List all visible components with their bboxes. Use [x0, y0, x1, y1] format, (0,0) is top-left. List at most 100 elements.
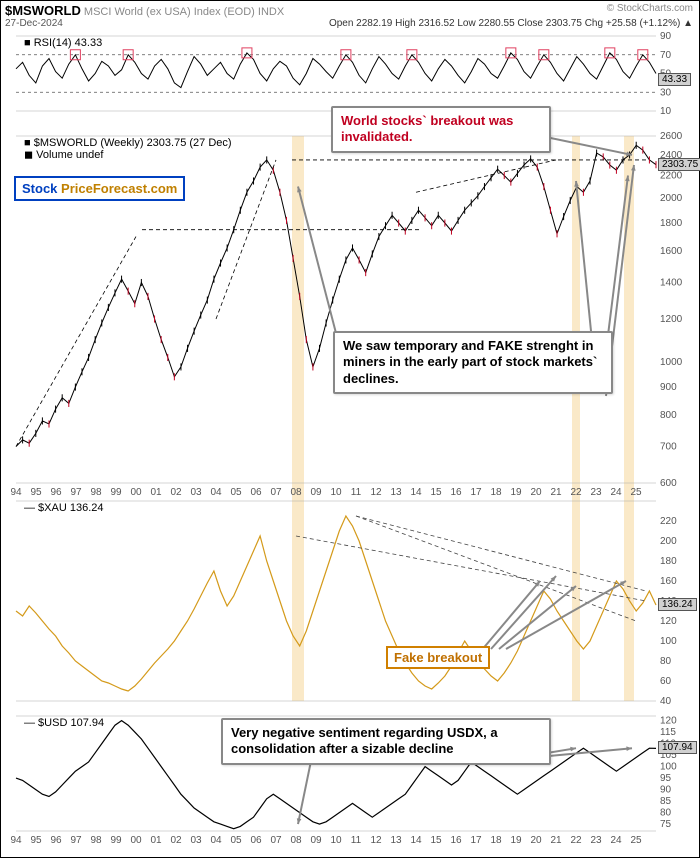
svg-text:07: 07 [270, 487, 282, 498]
svg-text:■ $MSWORLD (Weekly) 2303.75 (2: ■ $MSWORLD (Weekly) 2303.75 (27 Dec) [24, 137, 232, 149]
svg-text:2200: 2200 [660, 171, 683, 182]
svg-text:96: 96 [50, 487, 62, 498]
svg-text:■ RSI(14) 43.33: ■ RSI(14) 43.33 [24, 37, 102, 49]
svg-text:95: 95 [30, 835, 42, 846]
svg-text:96: 96 [50, 835, 62, 846]
svg-text:24: 24 [610, 835, 622, 846]
svg-text:11: 11 [351, 487, 362, 498]
svg-text:09: 09 [310, 835, 322, 846]
brand-part-2: PriceForecast.com [61, 181, 177, 196]
svg-text:15: 15 [430, 835, 442, 846]
svg-text:13: 13 [390, 835, 402, 846]
svg-text:01: 01 [150, 835, 162, 846]
svg-text:94: 94 [10, 835, 22, 846]
svg-text:21: 21 [550, 487, 562, 498]
callout-breakout: World stocks` breakout was invalidated. [331, 106, 551, 153]
svg-text:— $USD 107.94: — $USD 107.94 [24, 717, 104, 729]
svg-text:16: 16 [450, 487, 462, 498]
svg-text:98: 98 [90, 487, 102, 498]
value-flag-rsi: 43.33 [658, 73, 691, 86]
svg-text:1400: 1400 [660, 277, 683, 288]
svg-text:220: 220 [660, 516, 677, 527]
svg-text:95: 95 [30, 487, 42, 498]
svg-text:03: 03 [190, 487, 202, 498]
svg-text:100: 100 [660, 636, 677, 647]
svg-text:2000: 2000 [660, 193, 683, 204]
svg-text:09: 09 [310, 487, 322, 498]
branding-badge: Stock PriceForecast.com [14, 176, 185, 201]
svg-text:180: 180 [660, 556, 677, 567]
svg-text:10: 10 [660, 106, 672, 117]
svg-text:12: 12 [370, 835, 382, 846]
svg-text:20: 20 [530, 835, 542, 846]
svg-text:22: 22 [570, 835, 582, 846]
svg-text:01: 01 [150, 487, 162, 498]
svg-text:18: 18 [490, 487, 502, 498]
svg-text:99: 99 [110, 487, 122, 498]
svg-text:90: 90 [660, 785, 672, 796]
svg-text:04: 04 [210, 835, 222, 846]
svg-text:80: 80 [660, 656, 672, 667]
callout-fake-breakout: Fake breakout [386, 646, 490, 669]
svg-text:15: 15 [430, 487, 442, 498]
svg-text:80: 80 [660, 808, 672, 819]
svg-text:600: 600 [660, 478, 677, 489]
svg-text:17: 17 [470, 835, 482, 846]
svg-text:13: 13 [390, 487, 402, 498]
svg-text:95: 95 [660, 773, 672, 784]
svg-text:06: 06 [250, 835, 262, 846]
svg-text:19: 19 [510, 835, 522, 846]
value-flag-xau: 136.24 [658, 598, 697, 611]
svg-text:900: 900 [660, 382, 677, 393]
svg-text:◼ Volume undef: ◼ Volume undef [24, 149, 104, 161]
svg-text:99: 99 [110, 835, 122, 846]
svg-text:00: 00 [130, 835, 142, 846]
svg-text:14: 14 [410, 487, 422, 498]
svg-text:03: 03 [190, 835, 202, 846]
svg-text:120: 120 [660, 616, 677, 627]
svg-text:19: 19 [510, 487, 522, 498]
svg-text:94: 94 [10, 487, 22, 498]
svg-text:24: 24 [610, 487, 622, 498]
svg-text:25: 25 [630, 487, 642, 498]
svg-text:20: 20 [530, 487, 542, 498]
svg-text:1600: 1600 [660, 246, 683, 257]
svg-text:10: 10 [330, 835, 342, 846]
svg-text:200: 200 [660, 536, 677, 547]
svg-text:700: 700 [660, 442, 677, 453]
svg-text:70: 70 [660, 50, 672, 61]
callout-usdx: Very negative sentiment regarding USDX, … [221, 718, 551, 765]
svg-text:18: 18 [490, 835, 502, 846]
svg-text:02: 02 [170, 487, 182, 498]
svg-text:05: 05 [230, 487, 242, 498]
svg-text:115: 115 [660, 727, 676, 738]
svg-text:90: 90 [660, 31, 672, 42]
value-flag-price: 2303.75 [658, 158, 700, 171]
svg-text:25: 25 [630, 835, 642, 846]
svg-text:23: 23 [590, 835, 602, 846]
svg-text:97: 97 [70, 835, 82, 846]
svg-text:1200: 1200 [660, 314, 683, 325]
svg-text:160: 160 [660, 576, 677, 587]
svg-text:1000: 1000 [660, 357, 683, 368]
svg-text:— $XAU 136.24: — $XAU 136.24 [24, 502, 104, 514]
svg-text:30: 30 [660, 87, 672, 98]
svg-text:22: 22 [570, 487, 582, 498]
svg-text:98: 98 [90, 835, 102, 846]
svg-text:08: 08 [290, 487, 302, 498]
svg-text:14: 14 [410, 835, 422, 846]
svg-text:11: 11 [351, 835, 362, 846]
brand-part-1: Stock [22, 181, 57, 196]
svg-text:75: 75 [660, 819, 672, 830]
svg-text:06: 06 [250, 487, 262, 498]
svg-text:40: 40 [660, 696, 672, 707]
svg-text:85: 85 [660, 796, 672, 807]
svg-text:16: 16 [450, 835, 462, 846]
svg-text:08: 08 [290, 835, 302, 846]
svg-text:800: 800 [660, 410, 677, 421]
svg-text:120: 120 [660, 716, 677, 727]
value-flag-usd: 107.94 [658, 741, 697, 754]
svg-text:21: 21 [550, 835, 562, 846]
svg-text:00: 00 [130, 487, 142, 498]
svg-text:23: 23 [590, 487, 602, 498]
